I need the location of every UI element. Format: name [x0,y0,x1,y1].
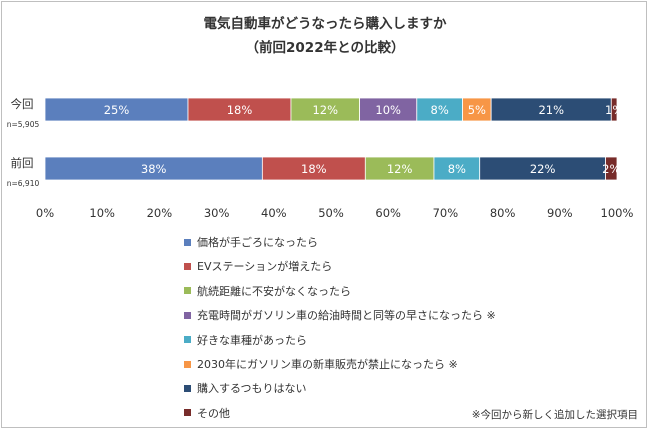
x-tick-label: 30% [204,206,230,220]
legend-swatch [184,409,191,417]
data-label: 1% [605,103,623,117]
x-tick-label: 50% [318,206,344,220]
data-label: 2% [602,162,620,176]
data-label: 18% [301,162,327,176]
x-tick-label: 70% [433,206,459,220]
legend-label: 価格が手ごろになったら [197,236,318,249]
legend-item: その他 [184,407,230,421]
x-tick-label: 0% [36,206,54,220]
category-sample-size: n=5,905 [7,120,40,129]
bar-segment [610,97,618,122]
legend-label: 購入するつもりはない [197,382,307,396]
legend-label: 好きな車種があったら [197,333,307,347]
data-label: 38% [141,162,167,176]
legend-swatch [184,262,191,270]
data-label: 21% [538,103,564,117]
legend-swatch [184,336,191,344]
data-label: 12% [312,103,338,117]
x-tick-label: 100% [601,206,634,220]
data-label: 5% [468,103,486,117]
legend-label: 航続距離に不安がなくなったら [197,284,351,298]
legend-label: EVステーションが増えたら [197,260,333,274]
legend-label: その他 [197,406,230,420]
data-label: 8% [431,103,449,117]
legend-swatch [184,360,191,368]
legend-item: 購入するつもりはない [184,382,307,396]
x-axis: 0% 10% 20% 30% 40% 50% 60% 70% 80% 90% 100% [36,206,634,220]
data-label: 12% [387,162,413,176]
legend-swatch [184,384,191,392]
legend-item: 価格が手ごろになったら [184,236,318,250]
legend-label: 2030年にガソリン車の新車販売が禁止になったら ※ [197,358,458,371]
category-label: 前回 [11,156,34,170]
x-tick-label: 90% [547,206,573,220]
footnote: ※今回から新しく追加した選択項目 [471,409,638,421]
legend-label: 充電時間がガソリン車の給油時間と同等の早さになったら ※ [197,309,496,323]
data-label: 18% [227,103,253,117]
plot-area: 25% 18% 12% 10% 8% 5% 21% 1% 今回 n=5,905 38% 18% 12% 8… [7,97,624,188]
legend-swatch [184,238,191,246]
x-tick-label: 40% [261,206,287,220]
legend-item: 好きな車種があったら [184,334,307,348]
data-label: 10% [375,103,401,117]
x-tick-label: 10% [89,206,115,220]
data-label: 8% [448,162,466,176]
legend-item: EVステーションが増えたら [184,260,332,274]
legend-swatch [184,311,191,319]
category-label: 今回 [11,97,34,111]
x-tick-label: 20% [147,206,173,220]
category-sample-size: n=6,910 [7,179,40,188]
x-tick-label: 60% [375,206,401,220]
legend-item: 2030年にガソリン車の新車販売が禁止になったら ※ [184,358,458,372]
data-label: 22% [530,162,556,176]
legend-swatch [184,287,191,295]
bar-segment [605,156,618,181]
legend-item: 充電時間がガソリン車の給油時間と同等の早さになったら ※ [184,309,496,323]
chart-title: 電気自動車がどうなったら購入しますか [204,15,447,32]
data-label: 25% [104,103,130,117]
legend-item: 航続距離に不安がなくなったら [184,285,351,299]
x-tick-label: 80% [490,206,516,220]
chart-subtitle: （前回2022年との比較） [246,39,405,56]
